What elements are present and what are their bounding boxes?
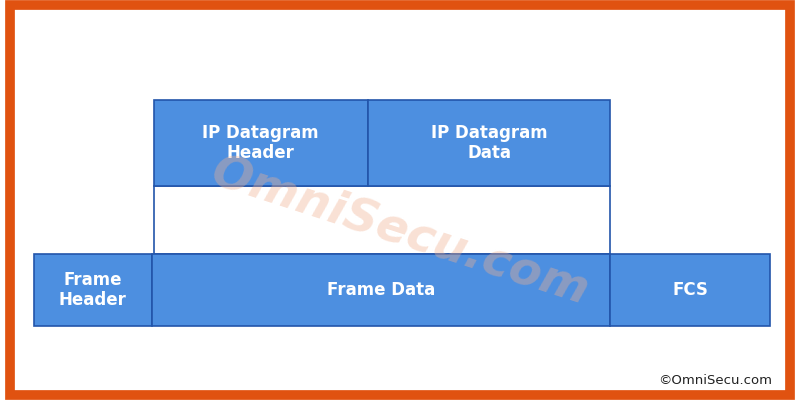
FancyBboxPatch shape [154,100,368,186]
FancyBboxPatch shape [34,254,152,326]
Text: IP Datagram
Header: IP Datagram Header [202,124,319,162]
Text: Frame
Header: Frame Header [59,270,126,310]
FancyBboxPatch shape [610,254,770,326]
Text: FCS: FCS [673,281,708,299]
Text: OmniSecu.com: OmniSecu.com [206,150,594,314]
Text: IP Datagram
Data: IP Datagram Data [431,124,547,162]
Text: ©OmniSecu.com: ©OmniSecu.com [658,374,772,387]
FancyBboxPatch shape [368,100,610,186]
FancyBboxPatch shape [152,254,610,326]
Text: Frame Data: Frame Data [327,281,435,299]
FancyBboxPatch shape [154,186,610,254]
